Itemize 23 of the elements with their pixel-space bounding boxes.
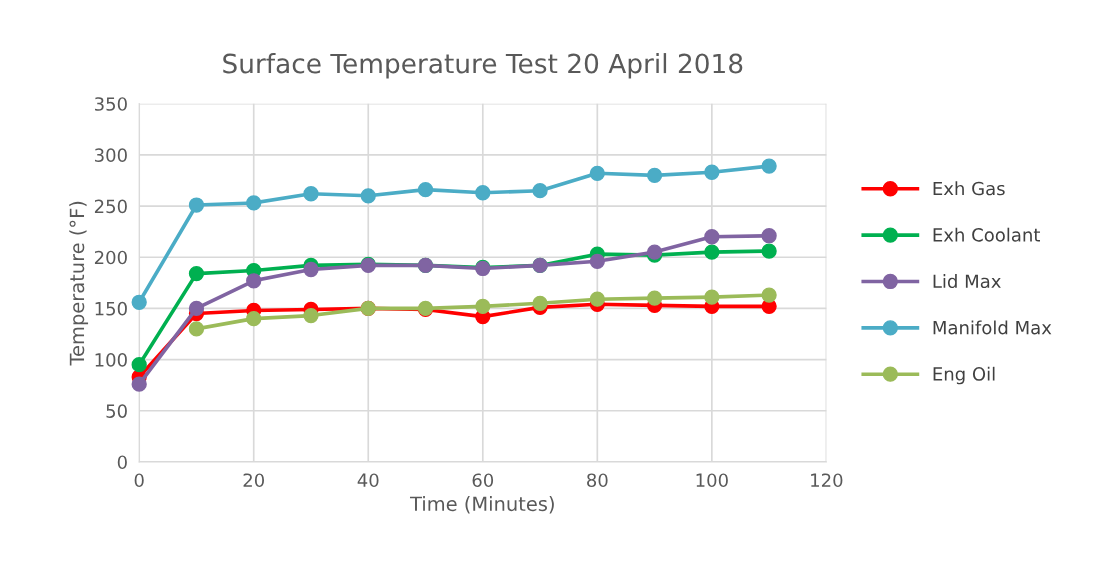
legend-label: Eng Oil [933, 366, 995, 385]
legend-label: Manifold Max [933, 320, 1052, 335]
x-tick-label: 20 [243, 473, 265, 488]
y-tick-label: 250 [94, 199, 127, 214]
legend-label: Exh Gas [933, 181, 1005, 196]
x-tick-label: 0 [134, 473, 144, 488]
y-tick-label: 0 [117, 455, 127, 470]
y-axis-title: Temperature (°F) [69, 201, 89, 366]
x-tick-label: 120 [811, 473, 843, 488]
legend-label: Lid Max [933, 274, 1001, 289]
y-tick-label: 350 [94, 97, 127, 111]
legend-label: Exh Coolant [933, 227, 1041, 242]
y-tick-label: 50 [106, 404, 127, 418]
y-tick-label: 100 [95, 353, 127, 367]
x-axis-title: Time (Minutes) [410, 496, 554, 514]
y-tick-label: 150 [95, 301, 127, 316]
x-tick-label: 100 [696, 473, 728, 488]
x-tick-label: 80 [587, 473, 608, 488]
x-tick-label: 60 [472, 473, 494, 488]
y-tick-label: 300 [94, 148, 127, 162]
x-tick-label: 40 [357, 473, 379, 488]
chart-title: Surface Temperature Test 20 April 2018 [223, 53, 743, 79]
y-tick-label: 200 [94, 250, 127, 265]
